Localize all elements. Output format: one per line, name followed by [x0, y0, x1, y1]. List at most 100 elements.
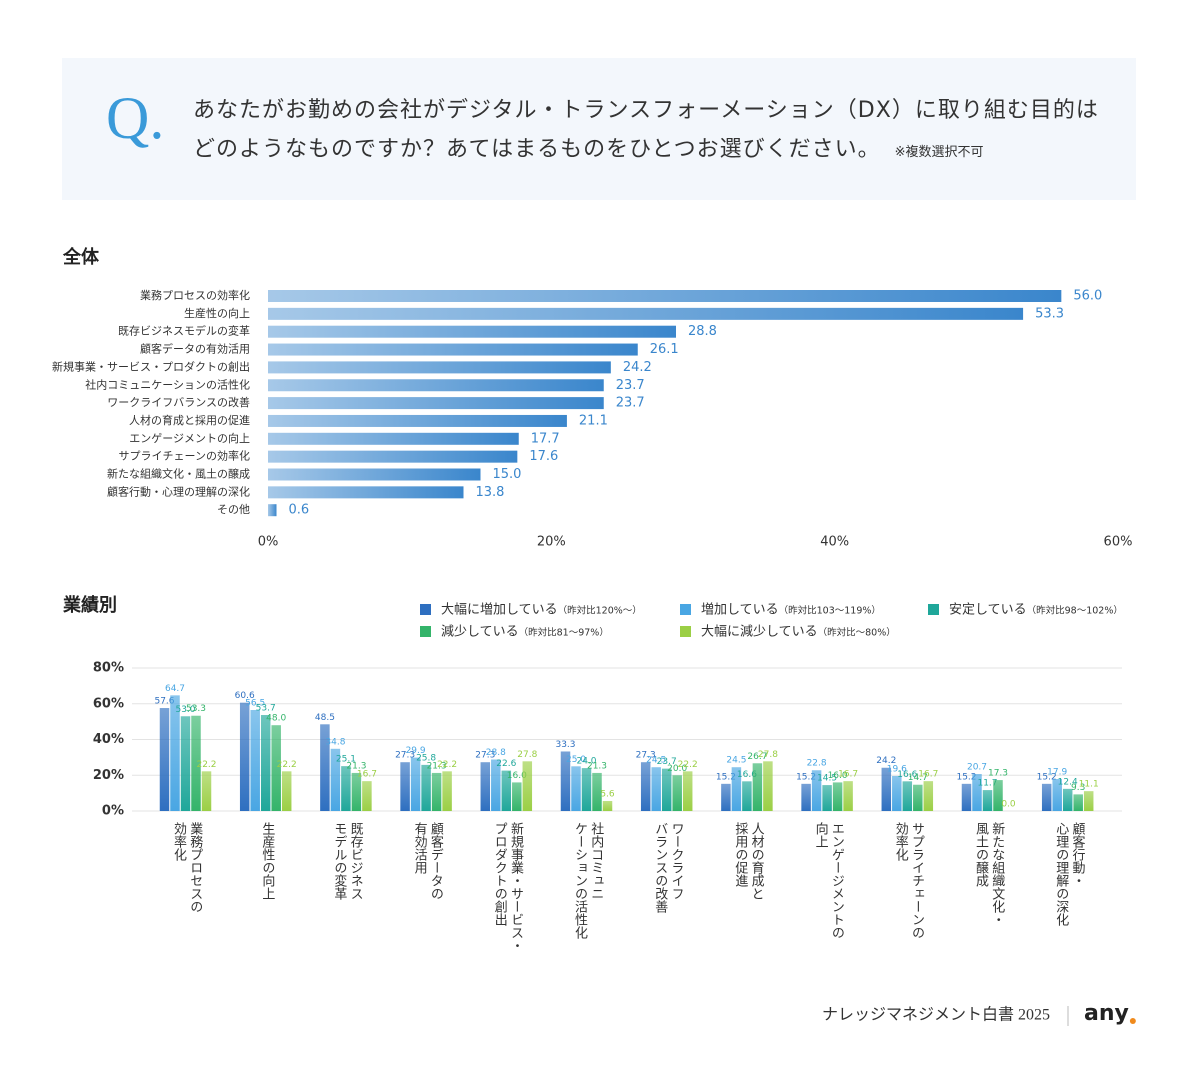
- bar: [801, 783, 811, 811]
- data-label: 22.6: [496, 759, 516, 769]
- data-label: 28.8: [688, 324, 717, 339]
- bar: [180, 716, 191, 811]
- legend-note: （昨対比〜80%）: [818, 627, 896, 639]
- x-tick-label: 新たな組織文化・ 風土の醸成: [973, 822, 1005, 926]
- logo-dot: [1129, 1018, 1136, 1024]
- bar: [721, 783, 731, 811]
- legend-note: （昨対比98〜102%）: [1027, 605, 1123, 617]
- bar: [491, 759, 501, 811]
- question-note: ※複数選択不可: [894, 145, 984, 160]
- data-label: 48.5: [315, 713, 335, 723]
- data-label: 16.7: [838, 770, 858, 780]
- data-label: 21.3: [346, 761, 366, 771]
- legend-swatch: [680, 604, 691, 615]
- data-label: 22.2: [437, 760, 457, 770]
- bar: [993, 780, 1003, 811]
- bar: [592, 772, 602, 811]
- bar: [271, 725, 281, 811]
- data-label: 14.7: [908, 773, 928, 783]
- data-label: 22.2: [277, 760, 297, 770]
- bar: [421, 764, 431, 811]
- legend-swatch: [680, 626, 691, 637]
- bar: [651, 767, 661, 811]
- data-label: 17.9: [1047, 768, 1067, 778]
- data-label: 16.6: [737, 770, 757, 780]
- bar: [1052, 779, 1062, 811]
- bar: [682, 771, 693, 811]
- x-tick-label: 顧客データの 有効活用: [411, 822, 443, 900]
- data-label: 20.0: [667, 764, 687, 774]
- y-tick-label: その他: [217, 503, 250, 516]
- bar: [1041, 783, 1052, 811]
- bar: [763, 761, 773, 811]
- data-label: 27.8: [517, 750, 537, 760]
- bar: [268, 414, 567, 427]
- data-label: 13.8: [476, 485, 505, 500]
- data-label: 11.1: [1079, 780, 1099, 790]
- data-label: 56.5: [245, 699, 265, 709]
- bar: [982, 790, 993, 811]
- data-label: 22.2: [678, 760, 698, 770]
- y-tick-label: 社内コミュニケーションの活性化: [85, 377, 250, 391]
- data-label: 27.3: [475, 751, 495, 761]
- legend-label: 増加している: [701, 603, 779, 618]
- legend-swatch: [928, 604, 939, 615]
- data-label: 25.8: [416, 753, 436, 763]
- bar: [672, 775, 682, 811]
- bar: [320, 724, 330, 811]
- bar: [512, 782, 522, 811]
- data-label: 24.2: [876, 756, 896, 766]
- bar: [159, 708, 170, 811]
- bar: [640, 762, 651, 811]
- bar: [581, 768, 592, 811]
- x-tick-label: 社内コミュニ ケーションの活性化: [572, 822, 604, 939]
- x-tick-label: 業務プロセスの 効率化: [171, 822, 203, 913]
- bar: [170, 695, 180, 811]
- data-label: 34.8: [325, 737, 345, 747]
- y-tick-label: エンゲージメントの向上: [129, 431, 250, 445]
- y-tick-label: 業務プロセスの効率化: [140, 288, 250, 302]
- y-tick-label: 既存ビジネスモデルの変革: [118, 324, 250, 338]
- data-label: 16.6: [897, 770, 917, 780]
- y-tick-label: 顧客データの有効活用: [140, 342, 250, 356]
- bar: [268, 397, 604, 410]
- data-label: 29.9: [406, 746, 426, 756]
- bar: [268, 504, 277, 517]
- bar: [1062, 788, 1073, 811]
- bar: [442, 771, 452, 811]
- bar: [480, 762, 491, 811]
- data-label: 33.3: [555, 740, 575, 750]
- data-label: 21.3: [427, 761, 447, 771]
- data-label: 14.5: [817, 774, 837, 784]
- data-label: 48.0: [266, 714, 286, 724]
- x-tick-label: 0%: [258, 535, 279, 550]
- legend-note: （昨対比120%〜）: [558, 605, 642, 617]
- y-tick-label: ワークライフバランスの改善: [107, 395, 250, 409]
- legend-label: 大幅に増加している: [441, 603, 558, 618]
- data-label: 5.6: [600, 789, 615, 799]
- y-tick-label: 60%: [93, 696, 124, 711]
- y-tick-label: 新たな組織文化・風土の醸成: [107, 467, 250, 481]
- data-label: 16.0: [507, 771, 527, 781]
- y-tick-label: 顧客行動・心理の理解の深化: [107, 484, 250, 498]
- x-tick-label: 新規事業・サービス・ プロダクトの創出: [491, 822, 524, 952]
- data-label: 27.3: [636, 751, 656, 761]
- data-label: 15.2: [956, 772, 976, 782]
- bar: [268, 325, 676, 338]
- y-tick-label: 人材の育成と採用の促進: [129, 413, 250, 427]
- legend-label: 安定している: [949, 603, 1027, 618]
- bar: [661, 768, 672, 811]
- bar: [811, 770, 822, 811]
- data-label: 26.7: [747, 752, 767, 762]
- legend-swatch: [420, 604, 431, 615]
- bar: [351, 772, 362, 811]
- data-label: 15.2: [1037, 772, 1057, 782]
- x-tick-label: 人材の育成と 採用の促進: [732, 822, 764, 900]
- data-label: 19.6: [887, 764, 907, 774]
- bar: [560, 751, 571, 811]
- bar: [892, 775, 902, 811]
- data-label: 26.1: [650, 342, 679, 357]
- bar: [268, 361, 611, 374]
- bar: [843, 781, 853, 811]
